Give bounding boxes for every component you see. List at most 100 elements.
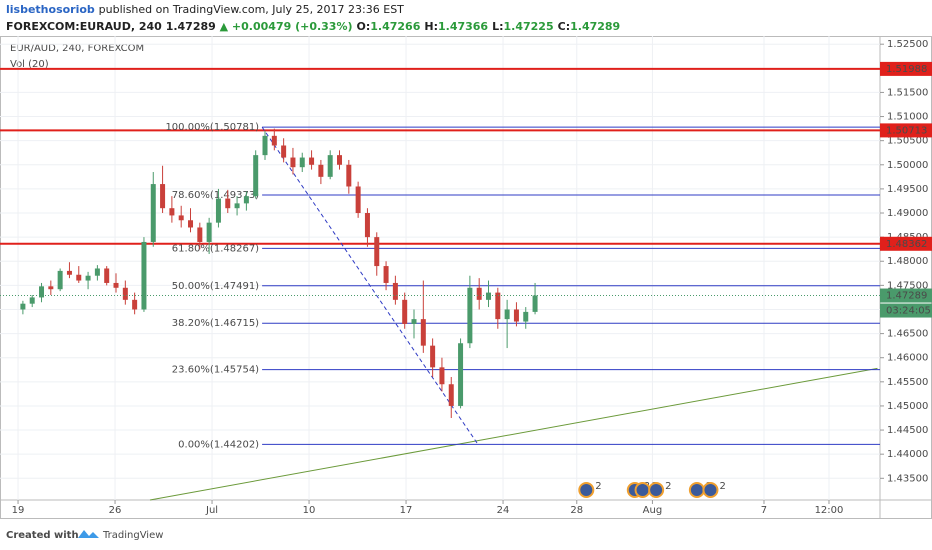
candle-body bbox=[420, 319, 426, 346]
candle-body bbox=[430, 345, 436, 368]
candle-body bbox=[132, 299, 138, 310]
ohlc-label: H: bbox=[424, 20, 438, 33]
level-tag bbox=[880, 236, 932, 251]
candle-body bbox=[48, 286, 54, 290]
x-tick-label: 7 bbox=[761, 505, 767, 516]
candle-body bbox=[299, 157, 305, 168]
author: lisbethosoriob bbox=[6, 3, 95, 16]
chart-title: EUR/AUD, 240, FOREXCOM bbox=[10, 43, 144, 54]
event-icon bbox=[688, 482, 705, 498]
candle-body bbox=[215, 198, 221, 223]
ohlc-label: C: bbox=[558, 20, 570, 33]
candle-body bbox=[364, 213, 370, 238]
fib-label: 61.80%(1.48267) bbox=[172, 243, 259, 254]
x-tick-label: 17 bbox=[400, 505, 413, 516]
candle-body bbox=[327, 155, 333, 177]
candle-body bbox=[439, 367, 445, 385]
candle-body bbox=[374, 237, 380, 267]
level-tag bbox=[880, 123, 932, 138]
y-tick-label: 1.49500 bbox=[887, 184, 928, 195]
candle-body bbox=[392, 282, 398, 300]
y-tick-label: 1.51000 bbox=[887, 112, 928, 123]
candle-body bbox=[318, 164, 324, 177]
candle-body bbox=[271, 135, 277, 146]
fib-label: 78.60%(1.49373) bbox=[172, 190, 259, 201]
event-count: 2 bbox=[719, 481, 725, 492]
candle-body bbox=[57, 270, 63, 290]
candle-body bbox=[122, 287, 128, 300]
y-tick-label: 1.43500 bbox=[887, 473, 928, 484]
created-with: Created with bbox=[6, 530, 79, 541]
event-count: 2 bbox=[595, 481, 601, 492]
last-price-label: 1.47289 bbox=[886, 291, 927, 302]
fib-label: 100.00%(1.50781) bbox=[165, 122, 259, 133]
y-tick-label: 1.48000 bbox=[887, 256, 928, 267]
candle-body bbox=[495, 292, 501, 320]
y-tick-label: 1.52500 bbox=[887, 39, 928, 50]
candle-body bbox=[532, 295, 538, 312]
ohlc-label: O: bbox=[357, 20, 371, 33]
published: published on TradingView.com, July 25, 2… bbox=[99, 3, 405, 16]
x-tick-label: Aug bbox=[643, 505, 663, 516]
ohlc-value: 1.47225 bbox=[504, 20, 554, 33]
header-line-2: FOREXCOM:EURAUD, 240 1.47289 ▲ +0.00479 … bbox=[6, 20, 620, 33]
candle-body bbox=[20, 303, 26, 310]
y-tick-label: 1.44500 bbox=[887, 425, 928, 436]
y-tick-label: 1.44000 bbox=[887, 449, 928, 460]
candle-body bbox=[29, 297, 35, 304]
candle-body bbox=[234, 203, 240, 209]
event-icon bbox=[578, 482, 595, 498]
x-tick-label: Jul bbox=[205, 505, 218, 516]
candle-body bbox=[76, 274, 82, 281]
event-count: 2 bbox=[665, 481, 671, 492]
candle-body bbox=[39, 286, 45, 298]
candle-body bbox=[383, 266, 389, 283]
x-tick-label: 19 bbox=[12, 505, 25, 516]
candle-body bbox=[448, 384, 454, 406]
level-tag bbox=[880, 61, 932, 76]
candle-body bbox=[66, 270, 72, 275]
candle-body bbox=[206, 222, 212, 242]
trendline bbox=[149, 367, 878, 501]
last-price-tag bbox=[880, 288, 932, 303]
candle-body bbox=[197, 227, 203, 242]
candle-body bbox=[104, 268, 110, 283]
tradingview-logo bbox=[78, 530, 99, 538]
candle-body bbox=[411, 319, 417, 324]
candle-body bbox=[513, 309, 519, 322]
candle-body bbox=[476, 287, 482, 300]
event-icon bbox=[634, 482, 651, 498]
candle-body bbox=[504, 309, 510, 320]
level-label: 1.51988 bbox=[886, 64, 927, 75]
candle-body bbox=[262, 135, 268, 156]
header-line-1: lisbethosoriob published on TradingView.… bbox=[6, 3, 404, 16]
candle-body bbox=[243, 196, 249, 204]
candle-body bbox=[94, 268, 100, 276]
y-tick-label: 1.51500 bbox=[887, 87, 928, 98]
candle-body bbox=[169, 208, 175, 216]
fib-label: 50.00%(1.47491) bbox=[172, 281, 259, 292]
ohlc-value: 1.47289 bbox=[570, 20, 620, 33]
candle-body bbox=[113, 282, 119, 288]
y-tick-label: 1.46000 bbox=[887, 353, 928, 364]
y-tick-label: 1.50000 bbox=[887, 160, 928, 171]
candle-body bbox=[467, 287, 473, 344]
level-label: 1.48362 bbox=[886, 239, 927, 250]
x-tick-label: 10 bbox=[303, 505, 316, 516]
fib-label: 23.60%(1.45754) bbox=[172, 365, 259, 376]
brand[interactable]: TradingView bbox=[102, 530, 163, 541]
y-tick-label: 1.45000 bbox=[887, 401, 928, 412]
candle-body bbox=[309, 157, 315, 165]
plot: 1.525001.520001.515001.510001.505001.500… bbox=[0, 36, 932, 516]
y-tick-label: 1.45500 bbox=[887, 377, 928, 388]
ohlc-value: 1.47266 bbox=[370, 20, 420, 33]
last: 1.47289 bbox=[166, 20, 216, 33]
candle-body bbox=[355, 186, 361, 214]
y-tick-label: 1.50500 bbox=[887, 136, 928, 147]
candle-body bbox=[281, 145, 287, 158]
candle-body bbox=[141, 241, 147, 310]
x-tick-label: 26 bbox=[109, 505, 122, 516]
y-tick-label: 1.47500 bbox=[887, 280, 928, 291]
fib-label: 38.20%(1.46715) bbox=[172, 318, 259, 329]
